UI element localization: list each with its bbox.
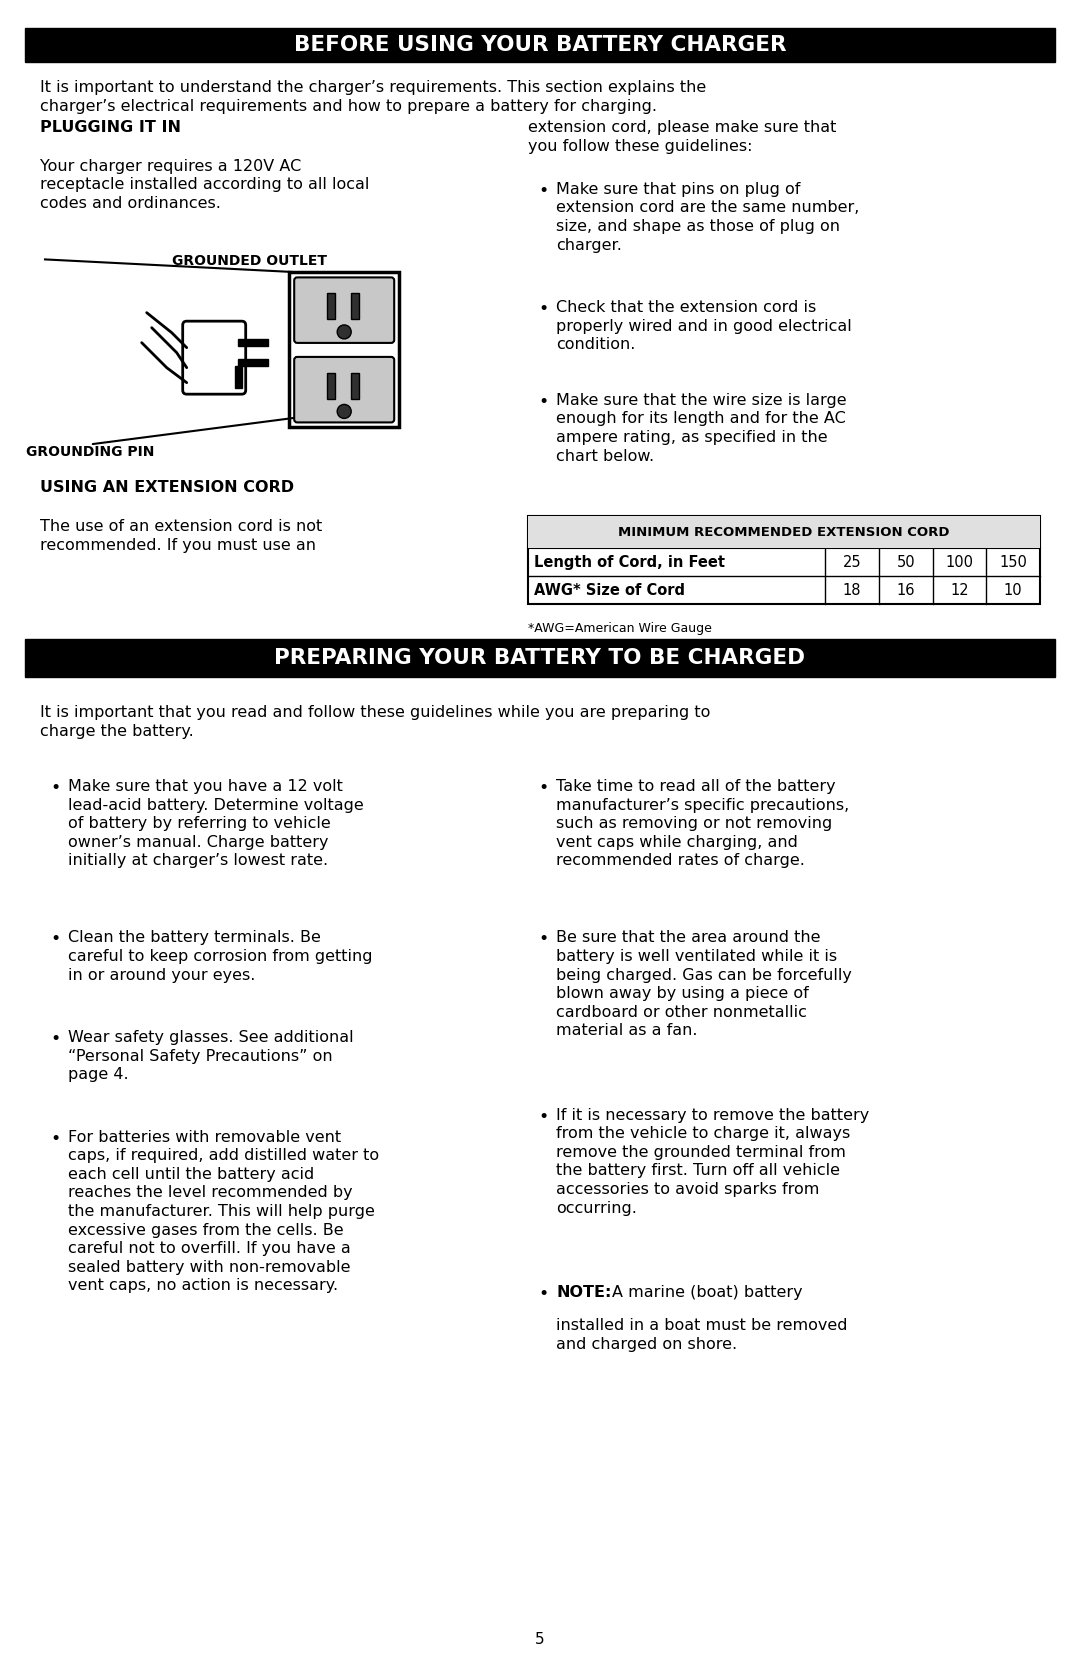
Bar (327, 372, 335, 399)
Text: It is important that you read and follow these guidelines while you are preparin: It is important that you read and follow… (40, 706, 711, 739)
FancyBboxPatch shape (294, 277, 394, 342)
Bar (289, 272, 400, 427)
Text: •: • (50, 930, 60, 948)
Text: Clean the battery terminals. Be
careful to keep corrosion from getting
in or aro: Clean the battery terminals. Be careful … (68, 930, 373, 983)
Bar (327, 294, 335, 319)
Text: Make sure that you have a 12 volt
lead-acid battery. Determine voltage
of batter: Make sure that you have a 12 volt lead-a… (68, 779, 364, 868)
Text: 18: 18 (842, 582, 861, 598)
Text: •: • (538, 300, 549, 319)
Text: Check that the extension cord is
properly wired and in good electrical
condition: Check that the extension cord is properl… (556, 300, 852, 352)
Text: Take time to read all of the battery
manufacturer’s specific precautions,
such a: Take time to read all of the battery man… (556, 779, 850, 868)
Circle shape (337, 325, 351, 339)
Text: MINIMUM RECOMMENDED EXTENSION CORD: MINIMUM RECOMMENDED EXTENSION CORD (619, 526, 950, 539)
Text: 25: 25 (842, 554, 861, 569)
Text: BEFORE USING YOUR BATTERY CHARGER: BEFORE USING YOUR BATTERY CHARGER (294, 35, 786, 55)
Text: 150: 150 (999, 554, 1027, 569)
Text: It is important to understand the charger’s requirements. This section explains : It is important to understand the charge… (40, 80, 706, 113)
Text: installed in a boat must be removed
and charged on shore.: installed in a boat must be removed and … (556, 1319, 848, 1352)
Text: PLUGGING IT IN: PLUGGING IT IN (40, 120, 181, 135)
Text: 50: 50 (896, 554, 915, 569)
Text: For batteries with removable vent
caps, if required, add distilled water to
each: For batteries with removable vent caps, … (68, 1130, 379, 1293)
Text: •: • (538, 182, 549, 200)
Text: Make sure that pins on plug of
extension cord are the same number,
size, and sha: Make sure that pins on plug of extension… (556, 182, 860, 252)
Bar (528, 516, 1040, 549)
Text: Be sure that the area around the
battery is well ventilated while it is
being ch: Be sure that the area around the battery… (556, 930, 852, 1038)
FancyBboxPatch shape (294, 357, 394, 422)
Text: 100: 100 (945, 554, 973, 569)
Text: extension cord, please make sure that
you follow these guidelines:: extension cord, please make sure that yo… (528, 120, 837, 154)
Text: •: • (50, 1130, 60, 1148)
Text: AWG* Size of Cord: AWG* Size of Cord (535, 582, 686, 598)
Text: 12: 12 (950, 582, 969, 598)
Text: GROUNDED OUTLET: GROUNDED OUTLET (172, 254, 326, 269)
Bar (25, 639, 1055, 678)
Text: Wear safety glasses. See additional
“Personal Safety Precautions” on
page 4.: Wear safety glasses. See additional “Per… (68, 1030, 353, 1082)
Text: *AWG=American Wire Gauge: *AWG=American Wire Gauge (528, 623, 713, 636)
Text: 5: 5 (536, 1632, 544, 1647)
Text: •: • (50, 1030, 60, 1048)
Bar (238, 339, 268, 345)
Text: 10: 10 (1003, 582, 1023, 598)
Text: 16: 16 (896, 582, 915, 598)
Text: GROUNDING PIN: GROUNDING PIN (26, 446, 154, 459)
Text: Make sure that the wire size is large
enough for its length and for the AC
amper: Make sure that the wire size is large en… (556, 392, 847, 464)
Text: A marine (boat) battery: A marine (boat) battery (612, 1285, 804, 1300)
Text: The use of an extension cord is not
recommended. If you must use an: The use of an extension cord is not reco… (40, 519, 322, 552)
Text: •: • (538, 1285, 549, 1303)
Text: •: • (50, 779, 60, 798)
Text: •: • (538, 1108, 549, 1125)
Text: •: • (538, 779, 549, 798)
Bar (351, 294, 359, 319)
Bar (234, 366, 242, 387)
Text: Length of Cord, in Feet: Length of Cord, in Feet (535, 554, 726, 569)
Bar (528, 516, 1040, 604)
Text: NOTE:: NOTE: (556, 1285, 611, 1300)
Text: •: • (538, 392, 549, 411)
FancyBboxPatch shape (183, 320, 246, 394)
Text: •: • (538, 930, 549, 948)
Bar (25, 28, 1055, 62)
Bar (351, 372, 359, 399)
Text: PREPARING YOUR BATTERY TO BE CHARGED: PREPARING YOUR BATTERY TO BE CHARGED (274, 648, 806, 668)
Text: If it is necessary to remove the battery
from the vehicle to charge it, always
r: If it is necessary to remove the battery… (556, 1108, 869, 1215)
Text: USING AN EXTENSION CORD: USING AN EXTENSION CORD (40, 481, 294, 496)
Text: Your charger requires a 120V AC
receptacle installed according to all local
code: Your charger requires a 120V AC receptac… (40, 159, 369, 210)
Bar (238, 359, 268, 366)
Circle shape (337, 404, 351, 419)
